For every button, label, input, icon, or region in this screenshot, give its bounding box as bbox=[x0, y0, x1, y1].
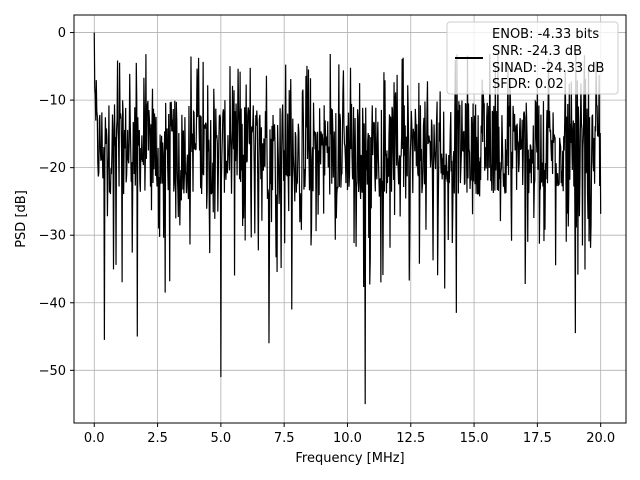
x-tick-label: 17.5 bbox=[523, 431, 552, 446]
y-axis-label: PSD [dB] bbox=[14, 190, 29, 248]
y-tick-label: −20 bbox=[39, 161, 66, 176]
y-tick-label: −10 bbox=[39, 94, 66, 109]
x-tick-label: 12.5 bbox=[396, 431, 425, 446]
x-axis-label: Frequency [MHz] bbox=[295, 451, 404, 466]
legend-entry-enob: ENOB: -4.33 bits bbox=[492, 27, 599, 42]
y-tick-label: −40 bbox=[39, 296, 66, 311]
y-axis-ticks: 0 −10 −20 −30 −40 −50 bbox=[39, 26, 74, 379]
legend-entry-snr: SNR: -24.3 dB bbox=[492, 44, 582, 59]
x-tick-label: 7.5 bbox=[274, 431, 295, 446]
x-tick-label: 15.0 bbox=[460, 431, 489, 446]
y-tick-label: 0 bbox=[58, 26, 66, 41]
y-tick-label: −50 bbox=[39, 364, 66, 379]
x-tick-label: 20.0 bbox=[586, 431, 615, 446]
x-tick-label: 10.0 bbox=[333, 431, 362, 446]
plot-area bbox=[93, 32, 602, 405]
legend-entry-sinad: SINAD: -24.33 dB bbox=[492, 61, 604, 76]
x-tick-label: 2.5 bbox=[147, 431, 168, 446]
x-axis-ticks: 0.0 2.5 5.0 7.5 10.0 12.5 15.0 17.5 20.0 bbox=[84, 423, 615, 446]
x-tick-label: 5.0 bbox=[211, 431, 232, 446]
legend-box bbox=[446, 21, 619, 95]
legend: ENOB: -4.33 bits SNR: -24.3 dB SINAD: -2… bbox=[446, 21, 619, 95]
y-tick-label: −30 bbox=[39, 229, 66, 244]
psd-series-line bbox=[93, 32, 602, 405]
x-tick-label: 0.0 bbox=[84, 431, 105, 446]
axes-frame bbox=[73, 14, 627, 424]
legend-entry-sfdr: SFDR: 0.02 bbox=[492, 77, 564, 92]
